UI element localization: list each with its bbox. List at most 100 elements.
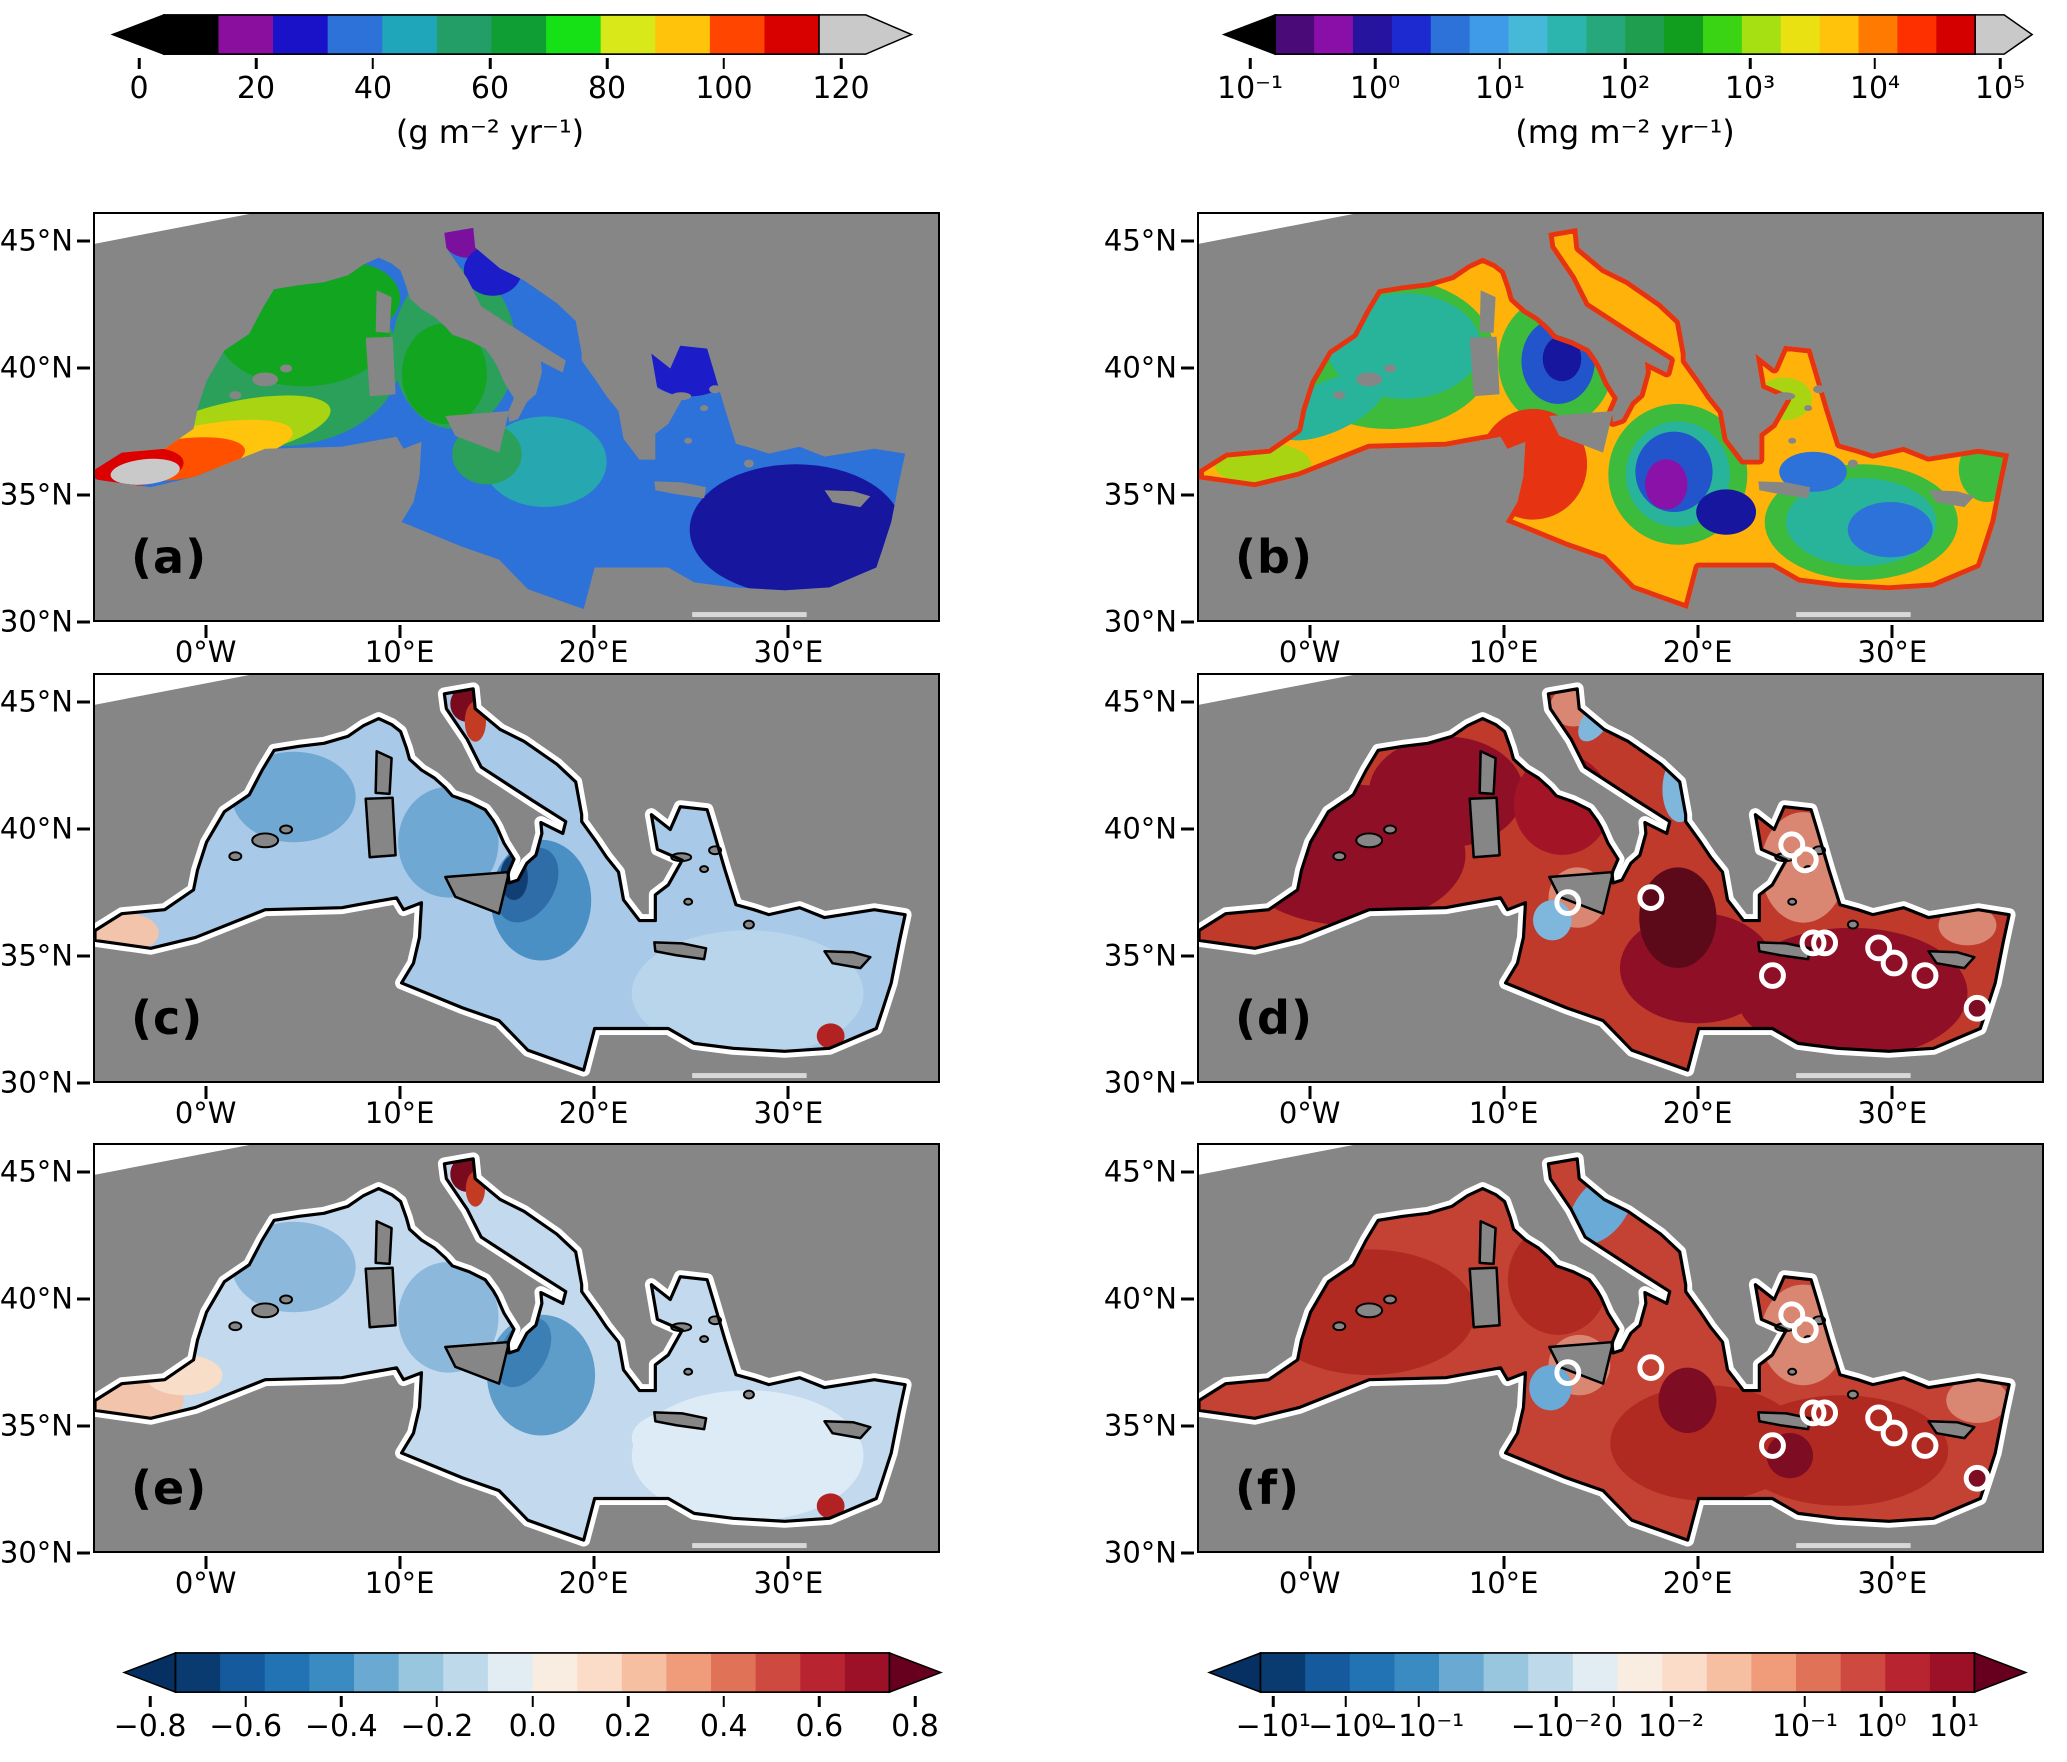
colorbar-top-left-units: (g m⁻² yr⁻¹): [395, 113, 585, 151]
mediterranean-map-image: [1199, 1145, 2042, 1551]
y-tick-label: 45°N: [0, 684, 73, 719]
y-tick-label: 30°N: [0, 1065, 73, 1100]
map-plot-d: (d): [1197, 673, 2044, 1083]
colorbar-tick-label: −10⁻²: [1510, 1709, 1602, 1744]
colorbar-tick-label: 20: [236, 71, 276, 106]
colorbar-tick-mark: [1623, 58, 1627, 69]
x-tick-label: 10°E: [364, 635, 435, 669]
station-marker: [1778, 1301, 1806, 1329]
colorbar-tick-label: 0.2: [604, 1709, 652, 1744]
x-tick-label: 30°E: [1857, 1096, 1928, 1130]
x-tick-label: 20°E: [558, 1096, 629, 1130]
colorbar-tick-label: −0.8: [113, 1709, 187, 1744]
y-tick-mark: [1181, 239, 1194, 243]
y-tick-label: 45°N: [0, 1154, 73, 1189]
colorbar-tick-mark: [137, 58, 141, 69]
x-tick-mark: [1696, 1086, 1700, 1099]
y-tick-mark: [1181, 1170, 1194, 1174]
x-tick-label: 0°W: [1278, 1566, 1341, 1600]
map-panel-f: (f) 45°N 40°N 35°N 30°N 0°W 10°E 20°E 30°E: [1104, 1143, 2044, 1598]
x-tick-label: 30°E: [1857, 635, 1928, 669]
x-tick-mark: [786, 1556, 790, 1569]
x-tick-mark: [204, 1086, 208, 1099]
colorbar-tick-mark: [340, 1696, 343, 1707]
y-tick-mark: [77, 954, 90, 958]
colorbar-top-right-units: (mg m⁻² yr⁻¹): [1515, 113, 1735, 151]
colorbar-tick-mark: [1498, 58, 1502, 69]
colorbar-tick-label: 0.0: [508, 1709, 557, 1744]
y-tick-mark: [1181, 366, 1194, 370]
mediterranean-map-image: [1199, 675, 2042, 1081]
colorbar-tick-label: −10⁰: [1308, 1709, 1384, 1744]
colorbar-tick-mark: [148, 1696, 152, 1707]
colorbar-tick-label: 80: [587, 71, 627, 106]
colorbar-tick-label: −10⁻¹: [1373, 1709, 1465, 1744]
station-marker: [1799, 929, 1827, 957]
colorbar-tick-label: 10¹: [1474, 71, 1526, 106]
x-tick-label: 0°W: [174, 1096, 237, 1130]
y-tick-label: 30°N: [0, 604, 73, 639]
mediterranean-map-image: [1199, 214, 2042, 620]
colorbar-tick-mark: [1952, 1696, 1956, 1707]
x-tick-label: 10°E: [1468, 1096, 1539, 1130]
map-plot-b: (b): [1197, 212, 2044, 622]
panel-label-f: (f): [1235, 1461, 1301, 1515]
x-tick-mark: [1696, 625, 1700, 638]
colorbar-tick-label: 0.8: [891, 1709, 939, 1744]
y-tick-label: 35°N: [1103, 1408, 1177, 1443]
y-tick-label: 40°N: [0, 811, 73, 846]
colorbar-tick-label: 100: [695, 71, 753, 106]
colorbar-tick-mark: [1248, 58, 1252, 69]
x-tick-mark: [1502, 625, 1506, 638]
station-marker: [1963, 1464, 1991, 1492]
x-tick-mark: [1696, 1556, 1700, 1569]
x-tick-label: 30°E: [753, 1096, 824, 1130]
map-plot-e: (e): [93, 1143, 940, 1553]
colorbar-tick-mark: [818, 1696, 821, 1707]
y-tick-mark: [1181, 1297, 1194, 1301]
y-tick-mark: [77, 827, 90, 831]
x-tick-mark: [592, 625, 596, 638]
x-tick-mark: [204, 1556, 208, 1569]
x-tick-label: 10°E: [364, 1566, 435, 1600]
colorbar-tick-mark: [1803, 1696, 1807, 1707]
station-marker: [1554, 889, 1582, 916]
station-marker: [1963, 994, 1991, 1022]
y-tick-mark: [1181, 1424, 1194, 1428]
panel-label-d: (d): [1235, 991, 1313, 1045]
mediterranean-map-image: [95, 1145, 938, 1551]
y-tick-mark: [1181, 954, 1194, 958]
colorbar-gradient: [1221, 14, 2034, 56]
colorbar-tick-mark: [531, 1696, 534, 1707]
y-tick-label: 30°N: [1103, 1065, 1177, 1100]
station-marker: [1911, 1432, 1939, 1459]
mediterranean-map-image: [95, 675, 938, 1081]
map-panel-b: (b) 45°N 40°N 35°N 30°N 0°W 10°E 20°E 30°E: [1104, 212, 2044, 667]
y-tick-label: 35°N: [0, 938, 73, 973]
x-tick-label: 20°E: [1662, 635, 1733, 669]
colorbar-tick-mark: [839, 58, 843, 69]
y-tick-label: 30°N: [1103, 1535, 1177, 1570]
station-marker: [1778, 831, 1806, 859]
colorbar-tick-mark: [913, 1696, 917, 1707]
y-tick-label: 45°N: [1103, 684, 1177, 719]
x-tick-label: 30°E: [1857, 1566, 1928, 1600]
colorbar-top-right: (mg m⁻² yr⁻¹) 10⁻¹ 10⁰ 10¹ 10² 10³ 10⁴ 10⁵: [1194, 14, 2062, 164]
station-marker: [1880, 949, 1908, 977]
colorbar-bottom-right: −10¹ −10⁰ −10⁻¹ −10⁻² 0 10⁻² 10⁻¹ 10⁰ 10¹: [1179, 1652, 2059, 1762]
colorbar-tick-mark: [1417, 1696, 1420, 1707]
y-tick-mark: [77, 239, 90, 243]
x-tick-label: 20°E: [558, 1566, 629, 1600]
map-panel-a: (a) 45°N 40°N 35°N 30°N 0°W 10°E 20°E 30°E: [0, 212, 940, 667]
colorbar-gradient: [1207, 1652, 2028, 1694]
y-tick-mark: [1181, 700, 1194, 704]
y-tick-mark: [77, 493, 90, 497]
colorbar-tick-mark: [1555, 1696, 1558, 1707]
x-tick-label: 20°E: [558, 635, 629, 669]
x-tick-label: 20°E: [1662, 1566, 1733, 1600]
y-tick-mark: [1181, 1081, 1194, 1085]
colorbar-tick-mark: [1344, 1696, 1348, 1707]
x-tick-label: 30°E: [753, 1566, 824, 1600]
colorbar-tick-mark: [1373, 58, 1377, 69]
